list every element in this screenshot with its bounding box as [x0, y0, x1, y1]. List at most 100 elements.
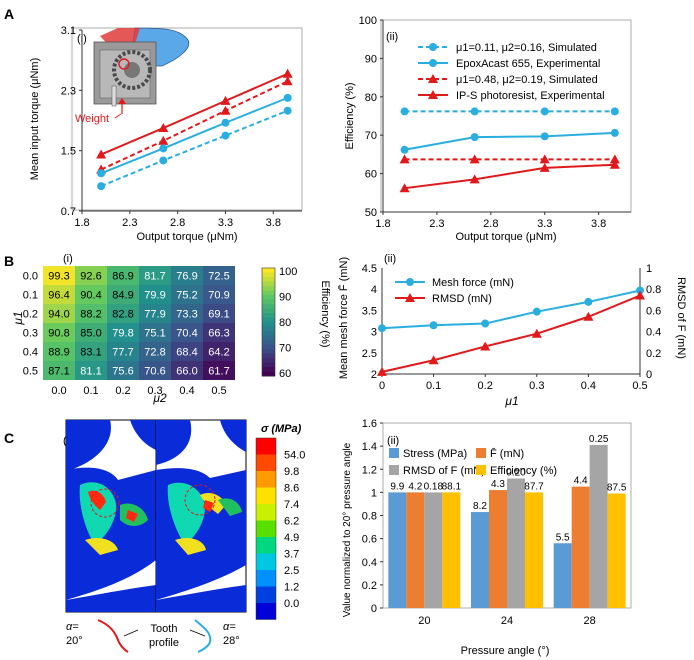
colorbar-step	[262, 277, 275, 282]
heatmap-cell	[107, 361, 139, 380]
subpanel-label-c-ii: (ii)	[387, 435, 399, 447]
chart-b-i-xtick-label: 0.3	[147, 385, 162, 397]
gear-device-illustration	[93, 27, 190, 114]
heatmap-cell-value: 75.1	[144, 328, 165, 340]
chart-a-i-series-0-point	[220, 95, 231, 105]
chart-a-ii-series-1-point	[540, 132, 549, 141]
chart-b-ii-ytick-label: 4	[371, 284, 377, 296]
chart-a-ii-legend-label: IP-S photoresist, Experimental	[456, 90, 605, 102]
chart-b-ii-xtick-label: 0.5	[632, 380, 647, 392]
chart-a-ii-legend-marker	[428, 90, 438, 99]
heatmap-cell	[107, 285, 139, 304]
heatmap-cell-value: 77.9	[144, 309, 165, 321]
heatmap-cell	[75, 323, 107, 342]
heatmap-cell-value: 70.9	[208, 290, 229, 302]
chart-b-ii-xtick-label: 0	[379, 380, 385, 392]
chart-a-ii-series-1-point	[470, 133, 479, 142]
chart-b-i-colorbar-label: Efficiency (%)	[319, 280, 331, 347]
chart-b-ii-ytick-label: 4.5	[362, 263, 377, 275]
chart-a-i-ytick-label: 2.3	[61, 85, 76, 97]
chart-a-ii-legend-marker	[429, 43, 437, 51]
chart-a-i-series-1-point	[158, 135, 169, 145]
chart-a-i-series-2-point	[159, 144, 168, 153]
chart-b-ii-y2tick-label: 0.6	[646, 305, 661, 317]
heatmap-cell-value: 87.1	[48, 366, 69, 378]
panel-label-b: B	[4, 253, 14, 269]
chart-c-ii-ytick-label: 1.6	[362, 418, 377, 430]
chart-a-ii-series-1-point	[400, 145, 409, 154]
tooth-profile-label-line2: profile	[149, 637, 179, 649]
subpanel-label-b-i: (i)	[63, 253, 73, 265]
heatmap-cell-value: 88.9	[48, 347, 69, 359]
chart-c-ii-legend-swatch	[389, 448, 399, 458]
heatmap-cell	[171, 285, 203, 304]
chart-a-ii-series-0-point	[470, 107, 479, 116]
chart-b-i-ylabel: μ1	[11, 311, 25, 325]
chart-c-ii-bar-label: 0.20	[506, 468, 526, 479]
fea-map-20deg	[65, 419, 157, 613]
heatmap-cell-value: 90.8	[48, 328, 69, 340]
heatmap-cell-value: 61.7	[208, 366, 229, 378]
chart-a-i-xtick-label: 3.3	[218, 217, 233, 229]
heatmap-cell-value: 69.1	[208, 309, 229, 321]
chart-c-ii-category-label: 20	[418, 615, 430, 627]
chart-c-ii-bar-label: 4.3	[491, 479, 505, 490]
colorbar-step	[262, 331, 275, 336]
heatmap-cell	[43, 361, 75, 380]
colorbar-tick-label: 100	[279, 266, 297, 278]
tooth-label-pointer-left	[123, 629, 139, 637]
fea-colorbar-tick-label: 9.8	[284, 466, 299, 478]
heatmap-cell-value: 76.9	[176, 271, 197, 283]
heatmap-cell-value: 99.3	[48, 271, 69, 283]
chart-a-ii-xtick-label: 2.3	[429, 218, 444, 230]
chart-b-ii-series-0-point	[584, 297, 593, 306]
fea-colorbar-band	[256, 603, 276, 620]
chart-c-ii-bar	[525, 492, 543, 608]
fea-colorbar-band	[256, 537, 276, 554]
fea-c-i: (i) σ (	[63, 419, 305, 653]
chart-a-ii-legend-marker	[428, 74, 438, 83]
chart-a-ii-xlabel: Output torque (μNm)	[455, 231, 556, 243]
chart-a-ii-series-3-point	[399, 183, 410, 193]
chart-c-ii-category-label: 24	[501, 615, 513, 627]
chart-b-ii-y2tick-label: 0.8	[646, 284, 661, 296]
chart-c-ii-ytick-label: 0.6	[362, 534, 377, 546]
chart-b-ii-y2tick-label: 1	[646, 263, 652, 275]
chart-b-ii-series-line-0	[381, 289, 641, 330]
heatmap-cell	[107, 304, 139, 323]
fea-colorbar-tick-label: 2.5	[284, 565, 299, 577]
chart-c-ii-bar-label: 9.9	[390, 481, 404, 492]
heatmap-cell	[43, 304, 75, 323]
colorbar-step	[262, 286, 275, 291]
alpha-28-label-line2: 28°	[223, 635, 240, 647]
fea-colorbar-band	[256, 504, 276, 521]
heatmap-cell	[139, 342, 171, 361]
chart-c-ii-legend-swatch	[389, 465, 399, 475]
chart-a-i-series-2-point	[283, 93, 292, 102]
heatmap-cell-value: 68.4	[176, 347, 197, 359]
colorbar-step	[262, 290, 275, 296]
chart-a-i-ytick-label: 0.7	[61, 206, 76, 218]
chart-a-ii-series-2-point	[539, 154, 550, 164]
chart-b-i-ytick-label: 0.0	[23, 271, 38, 283]
chart-a-ii-series-0-point	[540, 107, 549, 116]
chart-a-ii-series-line-3	[404, 163, 615, 190]
chart-b-ii-xtick-label: 0.4	[581, 380, 596, 392]
chart-c-ii-ytick-label: 0	[371, 603, 377, 615]
chart-b-i-xlabel: μ2	[152, 391, 167, 405]
chart-a-ii-series-2-point	[609, 154, 620, 164]
chart-a-ii-ytick-label: 70	[365, 130, 377, 142]
heatmap-cell	[75, 342, 107, 361]
heatmap-cell-value: 70.4	[176, 328, 197, 340]
fea-map-28deg	[155, 419, 247, 613]
colorbar-step	[262, 268, 275, 273]
tooth-label-pointer-right	[189, 629, 206, 637]
heatmap-cell-value: 81.7	[144, 271, 165, 283]
chart-a-ii-series-2-point	[469, 154, 480, 164]
heatmap-cell	[203, 361, 235, 380]
heatmap-cell-value: 79.9	[144, 290, 165, 302]
chart-b-ii-legend-marker	[405, 293, 415, 302]
heatmap-cell-value: 72.5	[208, 271, 229, 283]
heatmap-cell	[139, 285, 171, 304]
chart-a-i-series-1-point	[220, 105, 231, 115]
